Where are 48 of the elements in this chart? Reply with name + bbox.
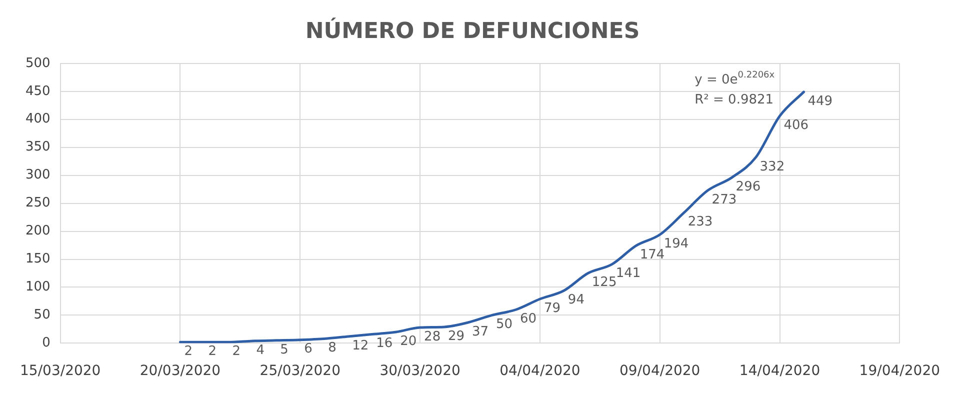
y-tick-label: 500 xyxy=(26,56,50,71)
data-label: 296 xyxy=(736,179,761,194)
x-tick-label: 14/04/2020 xyxy=(739,363,820,380)
data-label: 233 xyxy=(688,214,713,230)
data-label: 194 xyxy=(664,236,689,252)
x-tick-label: 25/03/2020 xyxy=(260,363,340,380)
data-label: 29 xyxy=(448,328,465,344)
y-tick-label: 150 xyxy=(26,252,50,267)
x-tick-label: 19/04/2020 xyxy=(859,363,940,380)
y-tick-label: 200 xyxy=(26,224,50,239)
data-label: 28 xyxy=(424,329,441,344)
data-label: 5 xyxy=(280,342,288,358)
y-tick-label: 0 xyxy=(42,336,50,351)
y-tick-label: 250 xyxy=(26,196,50,211)
data-label: 20 xyxy=(400,334,417,349)
chart-title: NÚMERO DE DEFUNCIONES xyxy=(305,16,640,44)
data-label: 332 xyxy=(760,159,785,174)
data-label: 79 xyxy=(544,300,560,316)
x-tick-label: 15/03/2020 xyxy=(20,363,101,380)
data-label: 37 xyxy=(472,324,489,340)
data-label: 2 xyxy=(232,344,240,359)
data-label: 8 xyxy=(328,340,336,356)
x-tick-label: 30/03/2020 xyxy=(380,363,460,380)
data-label: 12 xyxy=(352,338,369,354)
x-tick-label: 04/04/2020 xyxy=(500,363,580,380)
data-label: 141 xyxy=(616,266,641,282)
data-label: 60 xyxy=(520,312,537,326)
data-label: 50 xyxy=(496,317,513,332)
annotation: R² = 0.9821 xyxy=(694,92,774,108)
data-label: 2 xyxy=(208,344,217,359)
data-label: 449 xyxy=(808,94,833,109)
data-label: 4 xyxy=(256,342,264,358)
x-tick-label: 20/03/2020 xyxy=(140,363,221,380)
data-label: 273 xyxy=(712,192,737,208)
y-tick-label: 300 xyxy=(26,168,50,183)
data-label: 406 xyxy=(784,118,809,133)
data-label: 2 xyxy=(184,344,193,359)
x-tick-label: 09/04/2020 xyxy=(620,363,700,380)
y-tick-label: 400 xyxy=(26,112,50,127)
data-label: 94 xyxy=(568,292,584,308)
y-tick-label: 50 xyxy=(34,308,50,323)
data-label: 6 xyxy=(304,342,312,357)
data-label: 174 xyxy=(640,248,665,263)
y-tick-label: 350 xyxy=(26,140,50,155)
y-tick-label: 450 xyxy=(26,84,50,99)
data-label: 125 xyxy=(592,275,617,290)
y-tick-label: 100 xyxy=(26,280,50,295)
data-label: 16 xyxy=(376,336,393,352)
